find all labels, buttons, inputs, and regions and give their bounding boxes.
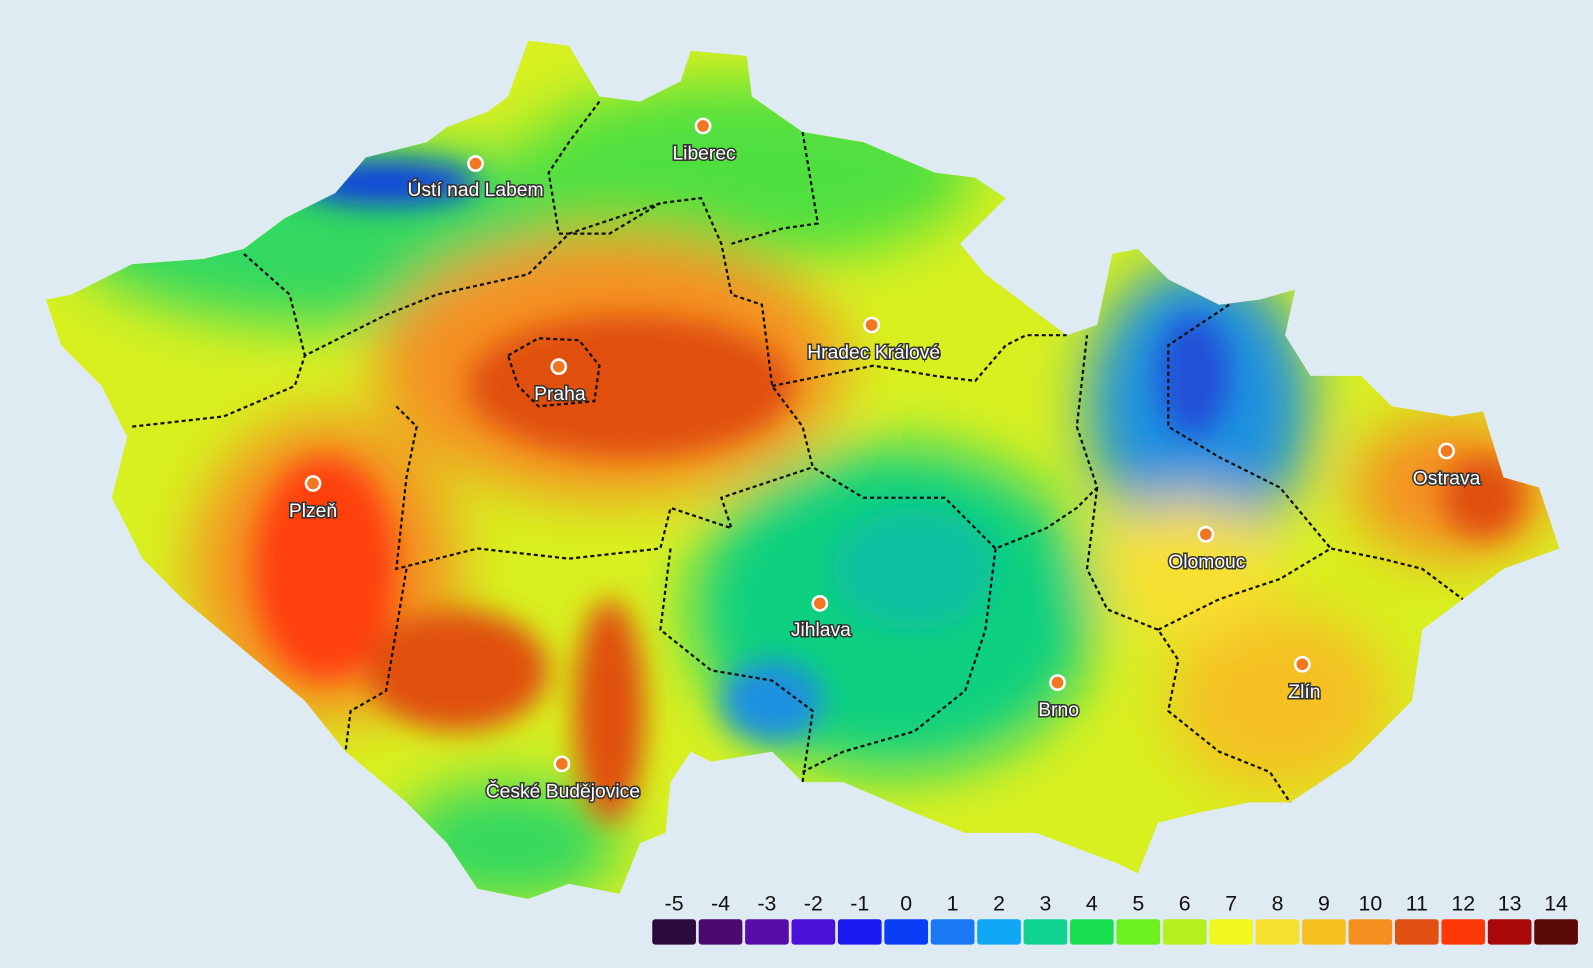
legend-label: 2: [993, 892, 1005, 916]
legend-label: 11: [1406, 892, 1428, 916]
city-dot: [694, 117, 712, 135]
city: Plzeň: [287, 475, 339, 524]
legend-swatch: [652, 919, 696, 945]
legend-swatch: [837, 919, 882, 945]
city: Brno: [1037, 674, 1080, 723]
legend-swatch: [1023, 919, 1068, 945]
city-label: České Budějovice: [486, 779, 640, 802]
city-dot: [811, 594, 829, 612]
legend-label: 3: [1040, 892, 1052, 916]
city-dot: [863, 316, 881, 334]
legend-swatch: [1487, 919, 1532, 945]
legend-swatch: [1441, 919, 1486, 945]
city-label: Zlín: [1288, 682, 1320, 703]
legend-label: 14: [1544, 892, 1568, 916]
legend-label: 12: [1451, 892, 1475, 916]
legend-swatch: [1394, 919, 1439, 945]
legend-swatch: [1534, 919, 1578, 945]
legend-swatch: [1302, 919, 1346, 945]
city-dot: [550, 358, 568, 376]
city: Praha: [533, 358, 587, 407]
legend-label: 9: [1318, 892, 1330, 916]
legend-label: -5: [665, 892, 684, 916]
city-label: Jihlava: [791, 620, 851, 641]
region-borders: [132, 100, 1464, 804]
legend-label: -1: [850, 892, 869, 916]
legend-label: 10: [1359, 892, 1383, 916]
legend-swatch: [930, 919, 975, 945]
legend-label: 7: [1225, 892, 1237, 916]
legend-swatch: [698, 919, 743, 945]
city: Zlín: [1287, 655, 1322, 704]
legend-swatch: [791, 919, 836, 945]
legend-label: 13: [1498, 892, 1522, 916]
city-label: Olomouc: [1168, 552, 1246, 573]
city: Ostrava: [1411, 442, 1482, 491]
city-label: Ústí nad Labem: [407, 178, 543, 201]
city-dot: [1438, 442, 1455, 460]
legend-swatch: [745, 919, 789, 945]
city-label: Liberec: [672, 143, 736, 164]
legend-label: -4: [711, 892, 730, 916]
city: Jihlava: [789, 594, 853, 642]
legend-label: 0: [900, 892, 912, 916]
city-dot: [1049, 674, 1066, 691]
city-dot: [1197, 525, 1215, 543]
city-markers: Liberec Ústí nad Labem Hradec Králové Pr…: [287, 117, 1482, 804]
legend-label: 1: [947, 892, 959, 916]
city: Ústí nad Labem: [406, 155, 545, 203]
legend-swatch: [1116, 919, 1161, 945]
city-label: Hradec Králové: [807, 343, 940, 364]
legend-label: -3: [757, 892, 776, 916]
city-dot: [1293, 655, 1311, 673]
legend-swatch: [1162, 919, 1207, 945]
city-dot: [304, 475, 322, 492]
legend-label: -2: [804, 892, 823, 916]
city: Hradec Králové: [806, 316, 942, 365]
legend-label: 4: [1086, 892, 1098, 916]
city: Liberec: [671, 117, 738, 166]
legend-label: 5: [1132, 892, 1144, 916]
city: Olomouc: [1167, 525, 1247, 574]
city-label: Praha: [534, 384, 586, 405]
city-label: Brno: [1038, 700, 1079, 721]
legend-swatch: [1255, 919, 1300, 945]
city-label: Ostrava: [1413, 469, 1481, 490]
city: České Budějovice: [484, 755, 642, 804]
legend: -5 -4 -3 -2 -1 0 1 2 3 4 5 6 7 8 9 10 11 12 13 14: [652, 892, 1578, 945]
legend-label: 8: [1272, 892, 1284, 916]
legend-swatch: [884, 919, 929, 945]
legend-swatch: [1070, 919, 1114, 945]
city-label: Plzeň: [289, 501, 337, 522]
legend-swatch: [1348, 919, 1393, 945]
city-dot: [553, 755, 571, 773]
legend-swatch: [1209, 919, 1253, 945]
legend-label: 6: [1179, 892, 1191, 916]
legend-swatch: [977, 919, 1021, 945]
city-dot: [467, 155, 484, 172]
